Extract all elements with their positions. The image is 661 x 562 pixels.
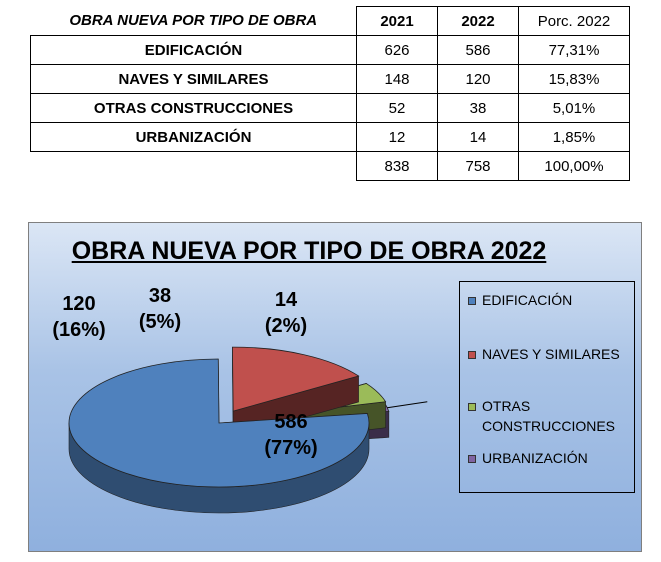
row-2021: 52	[356, 93, 438, 123]
legend-item-naves: NAVES Y SIMILARES	[468, 344, 632, 364]
header-pct: Porc. 2022	[518, 6, 630, 36]
legend-swatch	[468, 297, 476, 305]
legend-label: NAVES Y SIMILARES	[482, 346, 620, 362]
legend-swatch	[468, 351, 476, 359]
row-2022: 38	[437, 93, 519, 123]
row-pct: 77,31%	[518, 35, 630, 65]
data-label-value: 586	[274, 411, 308, 433]
pie-slice-top	[232, 346, 360, 412]
data-label-otras: 38 (5%)	[125, 283, 195, 335]
data-label-value: 38	[148, 285, 172, 307]
chart-legend: EDIFICACIÓN NAVES Y SIMILARES OTRAS CONS…	[459, 281, 635, 493]
chart-title: OBRA NUEVA POR TIPO DE OBRA 2022	[71, 237, 547, 265]
data-label-edificacion: 586 (77%)	[251, 409, 331, 461]
total-2022: 758	[437, 151, 519, 181]
row-2022: 586	[437, 35, 519, 65]
row-2021: 626	[356, 35, 438, 65]
row-pct: 15,83%	[518, 64, 630, 94]
data-label-pct: (77%)	[264, 437, 318, 459]
table-total-row: 838 758 100,00%	[31, 151, 630, 181]
row-pct: 5,01%	[518, 93, 630, 123]
header-label: OBRA NUEVA POR TIPO DE OBRA	[69, 12, 318, 30]
leader-line	[387, 401, 428, 409]
row-2022: 14	[437, 122, 519, 152]
table-row: EDIFICACIÓN 626 586 77,31%	[30, 35, 630, 65]
legend-label: EDIFICACIÓN	[482, 292, 573, 308]
header-2021: 2021	[356, 6, 438, 36]
data-label-urbanizacion: 14 (2%)	[251, 287, 321, 339]
pie-chart: OBRA NUEVA POR TIPO DE OBRA 2022 586 (77…	[28, 222, 642, 552]
table-header-row: OBRA NUEVA POR TIPO DE OBRA 2021 2022 Po…	[31, 6, 630, 36]
pie-slice-edificacion	[68, 358, 370, 514]
legend-item-urbanizacion: URBANIZACIÓN	[468, 448, 632, 468]
table-row: NAVES Y SIMILARES 148 120 15,83%	[30, 64, 630, 94]
legend-swatch	[468, 403, 476, 411]
row-label: EDIFICACIÓN	[30, 35, 357, 65]
table-row: URBANIZACIÓN 12 14 1,85%	[30, 122, 630, 152]
legend-item-edificacion: EDIFICACIÓN	[468, 290, 632, 310]
data-label-naves: 120 (16%)	[39, 291, 119, 343]
legend-label: OTRAS CONSTRUCCIONES	[482, 398, 616, 434]
row-2021: 148	[356, 64, 438, 94]
data-label-pct: (5%)	[138, 311, 182, 333]
legend-swatch	[468, 455, 476, 463]
pie-slice-top	[68, 358, 370, 488]
summary-table: OBRA NUEVA POR TIPO DE OBRA 2021 2022 Po…	[30, 6, 630, 181]
row-label: URBANIZACIÓN	[30, 122, 357, 152]
total-2021: 838	[356, 151, 438, 181]
row-2022: 120	[437, 64, 519, 94]
data-label-pct: (16%)	[52, 319, 106, 341]
data-label-value: 14	[274, 289, 298, 311]
row-2021: 12	[356, 122, 438, 152]
total-label	[31, 152, 357, 181]
data-label-pct: (2%)	[264, 315, 308, 337]
table-row: OTRAS CONSTRUCCIONES 52 38 5,01%	[30, 93, 630, 123]
total-pct: 100,00%	[518, 151, 630, 181]
pie-plot-area	[68, 346, 428, 514]
legend-label: URBANIZACIÓN	[482, 450, 588, 466]
row-label: NAVES Y SIMILARES	[30, 64, 357, 94]
data-label-value: 120	[62, 293, 96, 315]
row-pct: 1,85%	[518, 122, 630, 152]
header-2022: 2022	[437, 6, 519, 36]
row-label: OTRAS CONSTRUCCIONES	[30, 93, 357, 123]
legend-item-otras: OTRAS CONSTRUCCIONES	[468, 396, 632, 436]
